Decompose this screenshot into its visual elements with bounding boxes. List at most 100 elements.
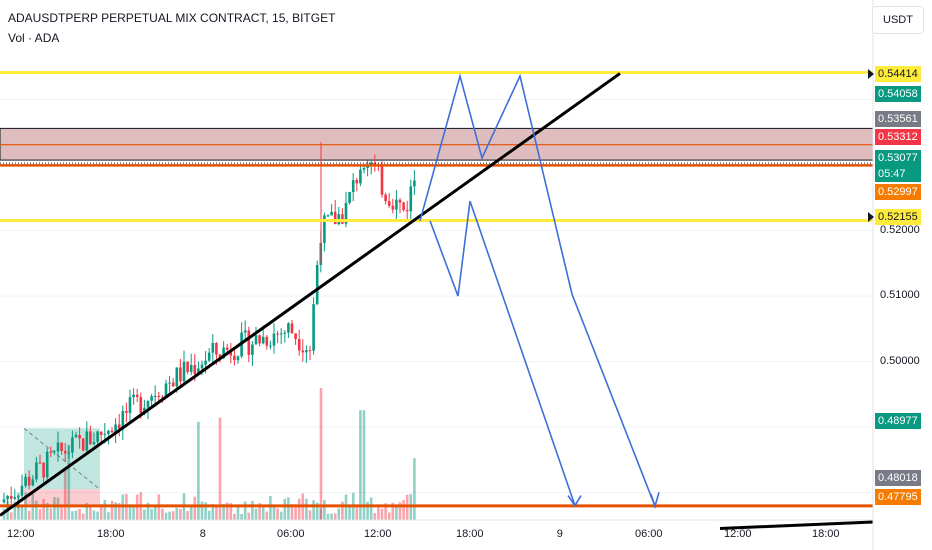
volume-bar bbox=[276, 508, 279, 520]
candle-body bbox=[315, 264, 319, 305]
candle-body bbox=[243, 330, 247, 333]
volume-bar bbox=[215, 506, 218, 520]
volume-bar bbox=[279, 511, 283, 520]
time-tick-label: 9 bbox=[556, 528, 563, 540]
candle-body bbox=[200, 364, 204, 369]
volume-bar bbox=[20, 504, 24, 520]
price-tag: 0.54414 bbox=[875, 66, 921, 82]
candle-body bbox=[233, 355, 236, 361]
volume-bar bbox=[85, 503, 89, 520]
volume-bar bbox=[60, 506, 63, 520]
candle-body bbox=[272, 333, 276, 346]
price-tag: 0.48018 bbox=[875, 470, 921, 486]
price-tag: 0.53077 bbox=[875, 150, 921, 166]
volume-bar bbox=[297, 498, 301, 520]
candle-body bbox=[6, 495, 9, 500]
candle-body bbox=[261, 336, 265, 344]
volume-bar bbox=[395, 505, 398, 520]
candle-body bbox=[294, 333, 297, 340]
position-path bbox=[23, 427, 101, 490]
trendline[interactable] bbox=[0, 72, 874, 531]
candle-body bbox=[279, 333, 283, 335]
candle-body bbox=[67, 452, 71, 454]
price-tag: 0.52997 bbox=[875, 184, 921, 200]
volume-bar bbox=[391, 502, 395, 520]
volume-bar bbox=[74, 510, 78, 520]
candle-body bbox=[351, 180, 355, 193]
time-tick-label: 06:00 bbox=[277, 528, 305, 540]
volume-bar bbox=[380, 508, 384, 520]
projection-arrowhead bbox=[650, 492, 660, 509]
candle-body bbox=[380, 165, 384, 195]
volume-bar bbox=[312, 500, 315, 520]
candle-body bbox=[99, 431, 103, 435]
candle-body bbox=[121, 411, 125, 429]
volume-bar bbox=[53, 497, 56, 520]
candle-body bbox=[168, 382, 171, 384]
grid bbox=[0, 99, 873, 494]
candle-body bbox=[103, 434, 107, 436]
candle-body bbox=[215, 343, 218, 355]
candle-body bbox=[269, 345, 272, 347]
horizontal-levels bbox=[0, 71, 873, 508]
time-tick-label: 12:00 bbox=[7, 528, 35, 540]
volume-bar bbox=[229, 503, 233, 520]
volume-bar bbox=[179, 508, 182, 520]
volume-bar bbox=[117, 503, 121, 520]
candle-body bbox=[60, 442, 63, 452]
volume-bar bbox=[225, 502, 229, 520]
volume-bar bbox=[42, 499, 45, 520]
candle-body bbox=[175, 367, 179, 387]
volume-bar bbox=[143, 509, 146, 520]
volume-bar bbox=[13, 501, 17, 520]
volume-bar bbox=[355, 507, 359, 520]
candle-body bbox=[355, 180, 359, 184]
candle-body bbox=[398, 199, 402, 203]
volume-bar bbox=[323, 500, 326, 520]
candle-body bbox=[85, 431, 89, 451]
candle-body bbox=[395, 199, 398, 210]
volume-bar bbox=[103, 499, 107, 520]
candle-body bbox=[89, 431, 92, 445]
volume-bar bbox=[319, 388, 323, 520]
volume-bar bbox=[207, 510, 211, 520]
volume-bar bbox=[9, 512, 13, 520]
time-tick-label: 12:00 bbox=[724, 528, 752, 540]
volume-bar bbox=[56, 497, 60, 520]
candle-body bbox=[35, 462, 38, 480]
volume-bar bbox=[362, 410, 366, 520]
candle-body bbox=[125, 411, 128, 413]
candle-body bbox=[164, 383, 168, 398]
candle-body bbox=[287, 323, 290, 333]
candle-body bbox=[107, 430, 110, 435]
projection-path-1 bbox=[419, 73, 656, 507]
volume-bar bbox=[81, 513, 85, 520]
volume-bar bbox=[337, 508, 341, 520]
volume-bar bbox=[171, 511, 175, 520]
time-tick-label: 06:00 bbox=[635, 528, 663, 540]
candle-body bbox=[326, 215, 330, 217]
volume-bar bbox=[153, 505, 157, 520]
volume-bar bbox=[67, 444, 71, 520]
candle-body bbox=[276, 333, 279, 335]
candle-body bbox=[153, 395, 157, 397]
volume-bar bbox=[218, 417, 222, 520]
candle-body bbox=[247, 330, 251, 355]
candle-body bbox=[301, 350, 305, 353]
volume-bar bbox=[236, 504, 240, 520]
volume-bar bbox=[164, 512, 168, 520]
projection-paths[interactable] bbox=[419, 73, 660, 509]
candle-body bbox=[254, 335, 258, 345]
volume-bar bbox=[384, 503, 387, 520]
volume-bar bbox=[222, 503, 225, 520]
volume-bar bbox=[359, 410, 362, 520]
candle-body bbox=[265, 336, 269, 346]
volume-bar bbox=[150, 508, 153, 520]
candle-body bbox=[13, 497, 17, 499]
symbol-title: ADAUSDTPERP PERPETUAL MIX CONTRACT, 15, … bbox=[8, 11, 336, 25]
price-tick-label: 0.51000 bbox=[880, 289, 920, 302]
volume-bar bbox=[49, 508, 53, 520]
candle-body bbox=[171, 382, 175, 387]
currency-button[interactable]: USDT bbox=[872, 6, 924, 34]
